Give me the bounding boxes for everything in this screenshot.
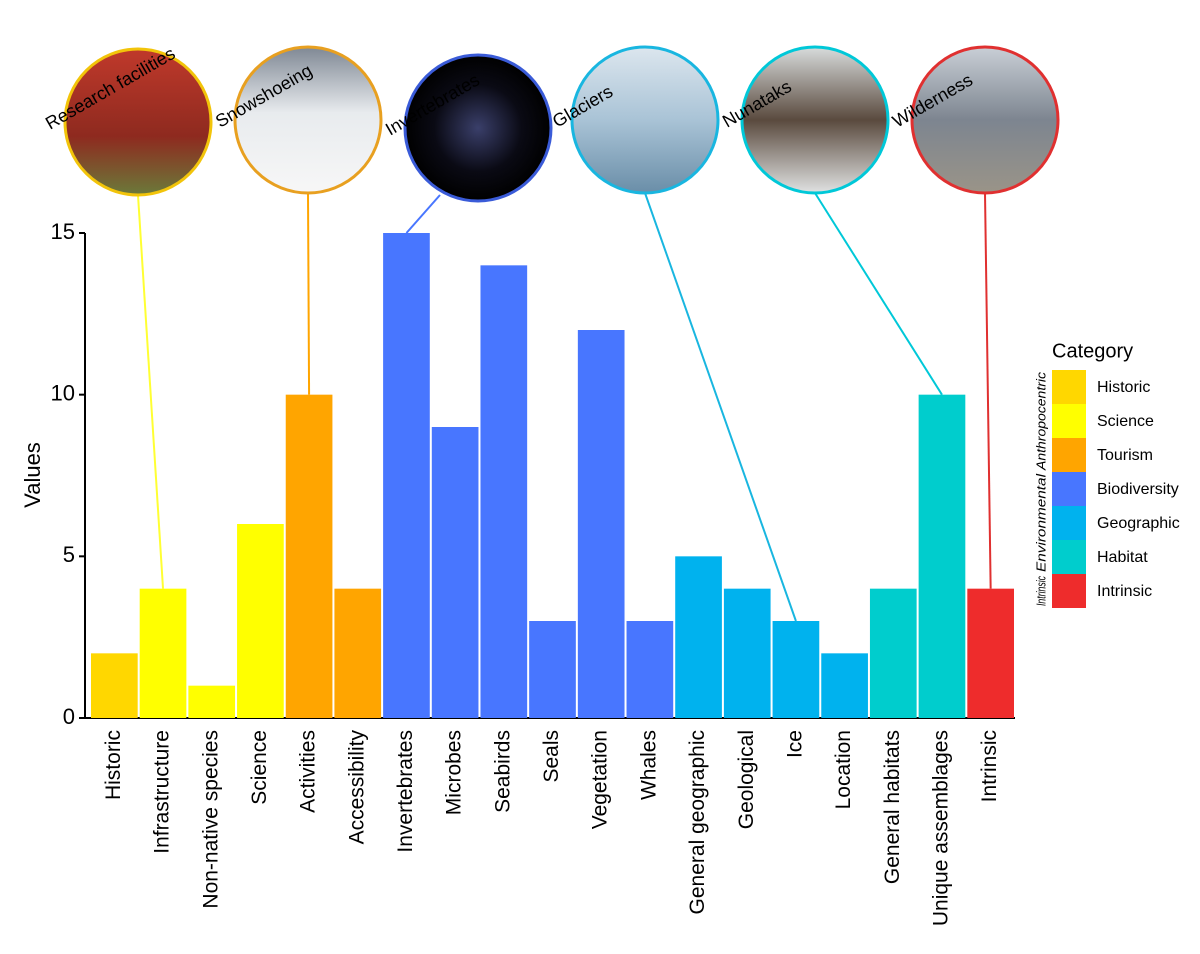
bar bbox=[772, 621, 820, 718]
x-tick-label: Historic bbox=[102, 730, 125, 800]
bar bbox=[237, 524, 284, 718]
y-tick-label: 10 bbox=[51, 380, 75, 405]
legend-swatch bbox=[1052, 370, 1086, 404]
x-tick-label: Unique assemblages bbox=[930, 730, 953, 926]
bar bbox=[626, 621, 674, 718]
bar bbox=[285, 394, 333, 718]
x-tick-label: General geographic bbox=[686, 730, 709, 914]
connector-line bbox=[984, 192, 992, 589]
bar bbox=[675, 556, 722, 718]
x-tick-label: Invertebrates bbox=[394, 730, 417, 853]
y-tick-label: 5 bbox=[63, 542, 75, 567]
bar bbox=[821, 653, 868, 718]
x-tick-label: Intrinsic bbox=[978, 730, 1001, 802]
legend-label: Science bbox=[1097, 413, 1154, 430]
legend-label: Historic bbox=[1097, 379, 1150, 396]
photo bbox=[403, 53, 553, 203]
legend-group-label: Anthropocentric bbox=[1033, 371, 1048, 471]
legend-swatch bbox=[1052, 438, 1086, 472]
legend-swatch bbox=[1052, 472, 1086, 506]
x-tick-label: Activities bbox=[297, 730, 320, 813]
legend-label: Tourism bbox=[1097, 447, 1153, 464]
bar bbox=[918, 394, 966, 718]
bar bbox=[577, 330, 625, 718]
legend-group-label: Environmental bbox=[1033, 473, 1048, 572]
x-tick-label: Whales bbox=[637, 730, 660, 800]
x-tick-label: Seabirds bbox=[491, 730, 514, 813]
connector-line bbox=[814, 192, 943, 396]
x-tick-label: Geological bbox=[735, 730, 758, 829]
legend-label: Geographic bbox=[1097, 515, 1180, 532]
photo bbox=[63, 47, 213, 197]
y-tick-label: 15 bbox=[51, 219, 75, 244]
legend-swatch bbox=[1052, 540, 1086, 574]
bar bbox=[139, 588, 187, 718]
legend-swatch bbox=[1052, 574, 1086, 608]
bar bbox=[480, 265, 528, 718]
x-tick-label: Microbes bbox=[443, 730, 466, 815]
legend-label: Habitat bbox=[1097, 549, 1148, 566]
connector-line bbox=[307, 192, 311, 395]
bar bbox=[383, 233, 430, 718]
x-tick-label: Accessibility bbox=[345, 730, 368, 845]
y-tick-label: 0 bbox=[63, 704, 75, 729]
bar bbox=[188, 685, 236, 718]
x-tick-label: Infrastructure bbox=[151, 730, 174, 854]
legend-title: Category bbox=[1052, 340, 1133, 362]
y-axis-title: Values bbox=[20, 442, 45, 508]
x-tick-label: Non-native species bbox=[199, 730, 222, 909]
connector-line bbox=[137, 194, 165, 589]
photo bbox=[233, 45, 383, 195]
x-tick-label: General habitats bbox=[881, 730, 904, 884]
bar bbox=[334, 588, 382, 718]
bar bbox=[967, 588, 1014, 718]
bar bbox=[723, 588, 771, 718]
legend-label: Intrinsic bbox=[1097, 583, 1152, 600]
legend-swatch bbox=[1052, 404, 1086, 438]
photo bbox=[910, 45, 1060, 195]
connector-line bbox=[405, 194, 441, 234]
bar bbox=[869, 588, 917, 718]
legend-label: Biodiversity bbox=[1097, 481, 1179, 498]
x-tick-label: Vegetation bbox=[589, 730, 612, 829]
bar bbox=[529, 621, 576, 718]
bar bbox=[431, 427, 479, 718]
x-tick-label: Science bbox=[248, 730, 271, 805]
x-tick-label: Seals bbox=[540, 730, 563, 783]
photo bbox=[570, 45, 720, 195]
x-tick-label: Ice bbox=[783, 730, 806, 758]
bar bbox=[91, 653, 138, 718]
legend-group-label: Intrinsic bbox=[1033, 576, 1048, 606]
connector-line bbox=[644, 192, 797, 622]
photo bbox=[740, 45, 890, 195]
x-tick-label: Location bbox=[832, 730, 855, 809]
legend-swatch bbox=[1052, 506, 1086, 540]
